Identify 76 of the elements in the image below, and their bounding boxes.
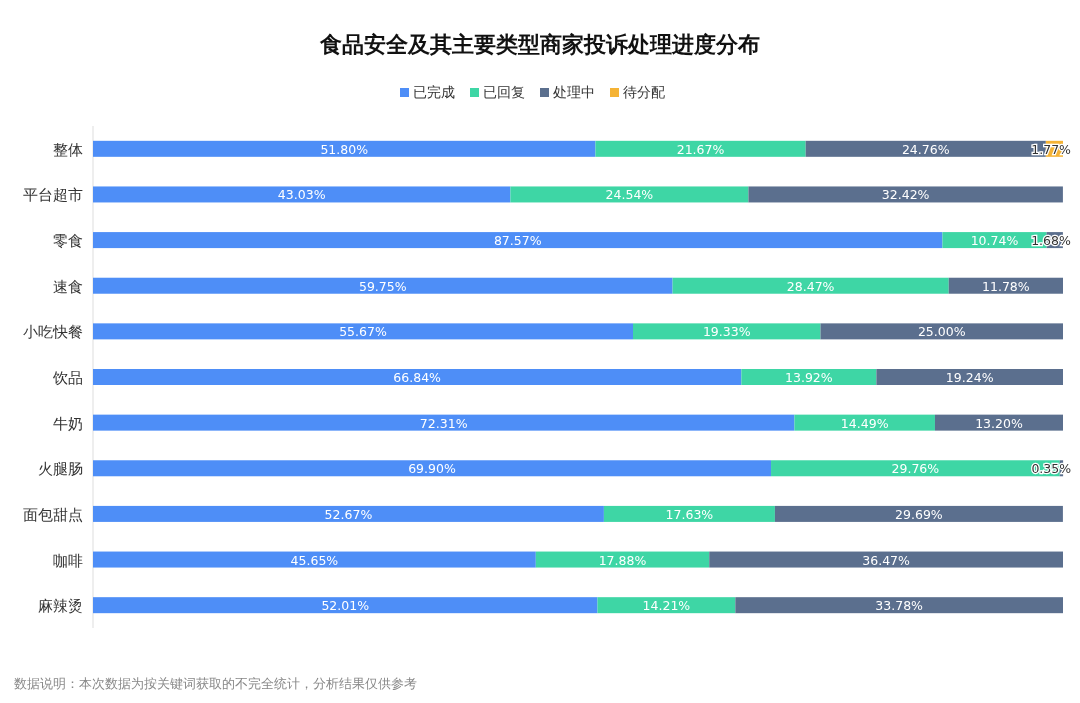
data-label: 10.74% (970, 233, 1019, 249)
bar (93, 369, 742, 385)
bar (820, 323, 1063, 340)
data-label: 17.63% (665, 506, 714, 522)
data-label: 14.21% (642, 598, 691, 614)
data-label: 59.75% (358, 278, 407, 294)
data-label: 69.90% (408, 461, 456, 477)
y-tick-label: 饮品 (52, 369, 83, 387)
data-label: 13.20% (975, 415, 1023, 431)
bar (595, 140, 806, 157)
data-label: 19.33% (702, 324, 751, 340)
text: 数据说明：本次数据为按关键词获取的不完全统计，分析结果仅供参考 (14, 676, 417, 691)
data-label: 1.77% (1031, 141, 1072, 157)
bar (93, 414, 795, 431)
bar (709, 551, 1063, 568)
data-label: 25.00% (917, 324, 966, 340)
legend-label: 待分配 (623, 84, 665, 100)
data-label: 11.78% (982, 278, 1030, 294)
legend-label: 已完成 (413, 84, 455, 100)
data-label: 17.88% (598, 552, 647, 568)
data-label: 55.67% (339, 324, 387, 340)
data-label: 29.76% (891, 461, 940, 477)
data-label: 24.54% (605, 187, 654, 203)
legend-label: 已回复 (483, 84, 525, 100)
bar (535, 551, 710, 568)
bar (93, 597, 598, 614)
bar (735, 597, 1063, 614)
bar (794, 414, 935, 431)
bar (748, 186, 1063, 203)
bar (774, 505, 1063, 522)
y-tick-label: 咖啡 (53, 551, 83, 570)
data-label: 24.76% (901, 141, 950, 157)
bar (93, 551, 536, 568)
bar (93, 277, 673, 294)
y-tick-label: 小吃快餐 (23, 323, 83, 342)
y-tick-label: 牛奶 (53, 414, 83, 433)
data-label: 43.03% (277, 187, 326, 203)
data-label: 52.01% (321, 598, 370, 614)
bar (876, 369, 1063, 385)
chart-title: 食品安全及其主要类型商家投诉处理进度分布 (319, 32, 760, 57)
data-label: 66.84% (393, 370, 442, 385)
data-label: 51.80% (320, 141, 369, 157)
y-tick-label: 平台超市 (23, 186, 83, 205)
bar (93, 460, 772, 477)
bar (510, 186, 749, 203)
data-label: 45.65% (290, 552, 339, 568)
y-tick-label: 火腿肠 (38, 460, 83, 479)
data-label: 21.67% (676, 141, 725, 157)
bar (603, 505, 775, 522)
y-tick-label: 整体 (53, 140, 83, 159)
legend-label: 处理中 (553, 84, 595, 100)
bar (93, 140, 596, 157)
bar (741, 369, 877, 385)
data-label: 87.57% (493, 233, 542, 249)
bar (93, 505, 604, 522)
y-tick-label: 面包甜点 (23, 505, 83, 524)
data-label: 28.47% (786, 278, 835, 294)
bar (633, 323, 821, 340)
data-label: 33.78% (875, 598, 924, 614)
bar (93, 186, 511, 203)
data-label: 19.24% (945, 370, 994, 385)
bar (597, 597, 736, 614)
bar (93, 323, 633, 340)
bar (672, 277, 949, 294)
y-tick-label: 麻辣烫 (38, 597, 83, 616)
y-tick-label: 速食 (53, 277, 83, 296)
data-label: 52.67% (324, 506, 373, 522)
bar (93, 232, 943, 249)
data-label: 72.31% (419, 415, 468, 431)
data-label: 29.69% (895, 506, 943, 522)
data-label: 14.49% (840, 415, 889, 431)
data-label: 1.68% (1031, 233, 1072, 249)
data-label: 36.47% (862, 552, 911, 568)
data-label: 32.42% (881, 187, 930, 203)
y-tick-label: 零食 (53, 232, 83, 251)
data-label: 13.92% (785, 370, 833, 385)
